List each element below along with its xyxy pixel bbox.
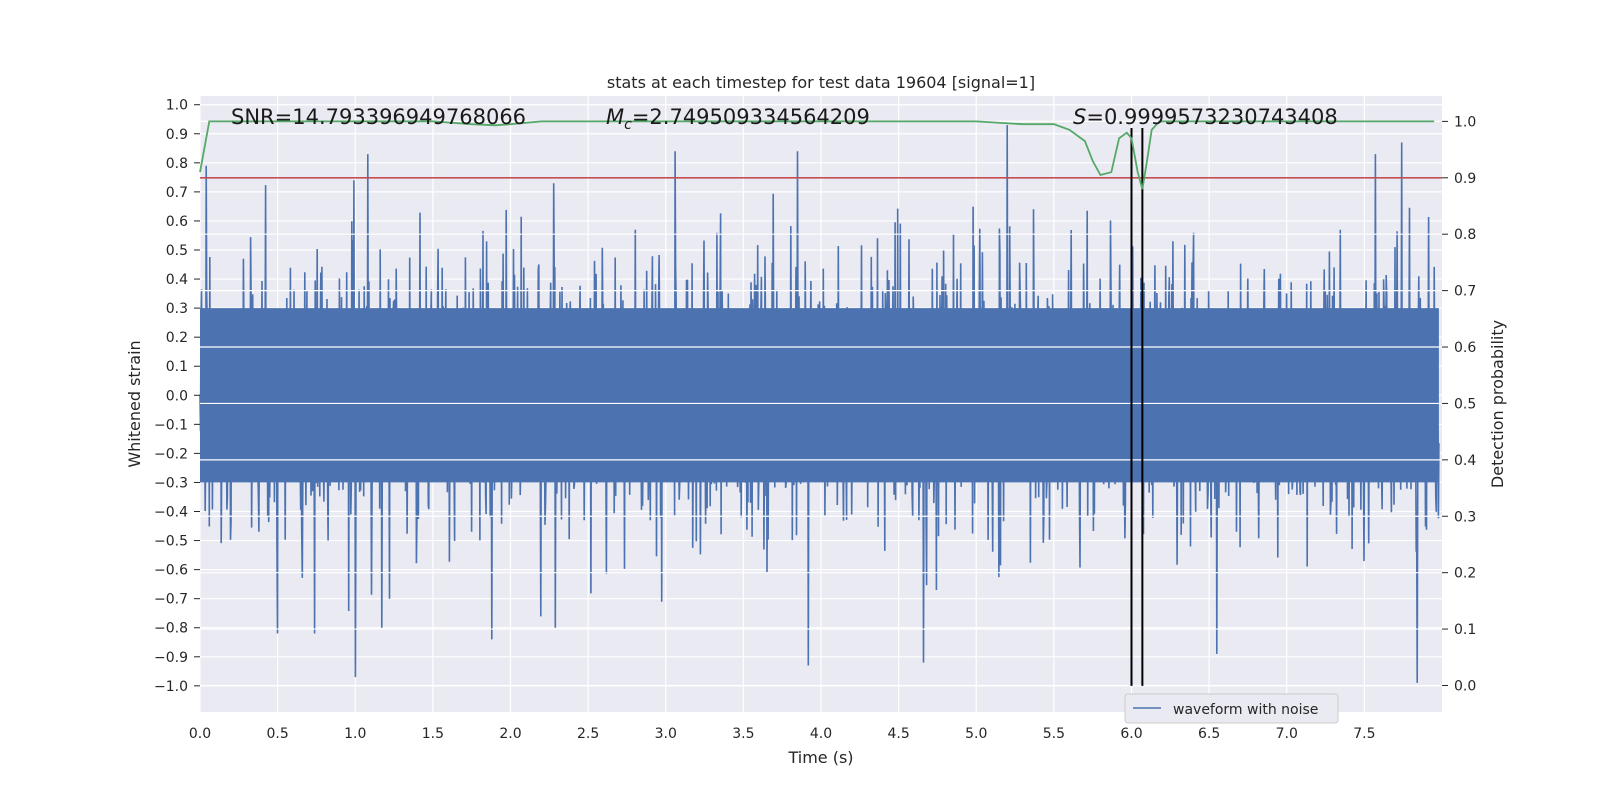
y-tick-label: −0.1 bbox=[154, 417, 188, 433]
x-tick-label: 4.5 bbox=[887, 726, 909, 742]
x-ticks: 0.0 0.5 1.0 1.5 2.0 2.5 3.0 3.5 4.0 4.5 5.0 5.5 6.0 6… bbox=[189, 726, 1376, 742]
y2-tick-label: 0.9 bbox=[1454, 171, 1476, 187]
y-tick-label: 0.2 bbox=[166, 330, 188, 346]
y-axis-label: Whitened strain bbox=[125, 340, 144, 467]
y-tick-label: −0.7 bbox=[154, 592, 188, 608]
y2-tick-label: 0.7 bbox=[1454, 284, 1476, 300]
y-tick-label: −0.2 bbox=[154, 446, 188, 462]
mc-annotation: Mc=2.749509334564209 bbox=[606, 105, 870, 133]
mc-subscript: c bbox=[624, 117, 632, 133]
y-tick-label: −0.8 bbox=[154, 621, 188, 637]
y2-tick-label: 0.4 bbox=[1454, 453, 1476, 469]
y2-tick-label: 0.5 bbox=[1454, 396, 1476, 412]
y-tick-label: −0.5 bbox=[154, 534, 188, 550]
x-tick-label: 0.5 bbox=[266, 726, 288, 742]
y2-ticks: 0.0 0.1 0.2 0.3 0.4 0.5 0.6 0.7 0.8 0.9 1.0 bbox=[1442, 114, 1476, 694]
x-tick-label: 5.0 bbox=[965, 726, 987, 742]
mc-value: =2.749509334564209 bbox=[632, 105, 870, 129]
x-tick-label: 7.0 bbox=[1276, 726, 1298, 742]
y2-tick-label: 0.6 bbox=[1454, 340, 1476, 356]
x-axis-label: Time (s) bbox=[787, 748, 853, 767]
y-tick-label: 1.0 bbox=[166, 98, 188, 114]
y2-axis-label: Detection probability bbox=[1488, 320, 1507, 488]
y-tick-label: −1.0 bbox=[154, 679, 188, 695]
x-tick-label: 2.5 bbox=[577, 726, 599, 742]
y2-tick-label: 0.8 bbox=[1454, 227, 1476, 243]
x-tick-label: 4.0 bbox=[810, 726, 832, 742]
y2-tick-label: 1.0 bbox=[1454, 114, 1476, 130]
y2-tick-label: 0.0 bbox=[1454, 678, 1476, 694]
y2-tick-label: 0.2 bbox=[1454, 566, 1476, 582]
snr-annotation: SNR=14.793396949768066 bbox=[231, 105, 526, 129]
x-tick-label: 6.5 bbox=[1198, 726, 1220, 742]
mc-symbol: M bbox=[606, 105, 624, 129]
y-tick-label: −0.4 bbox=[154, 505, 188, 521]
x-tick-label: 5.5 bbox=[1043, 726, 1065, 742]
x-tick-label: 7.5 bbox=[1353, 726, 1375, 742]
y-tick-label: 0.3 bbox=[166, 301, 188, 317]
x-tick-label: 6.0 bbox=[1120, 726, 1142, 742]
y-ticks: −1.0 −0.9 −0.8 −0.7 −0.6 −0.5 −0.4 −0.3 −0.2 −0.1… bbox=[154, 98, 200, 695]
y-tick-label: 0.9 bbox=[166, 127, 188, 143]
legend-label: waveform with noise bbox=[1173, 702, 1318, 718]
x-tick-label: 2.0 bbox=[499, 726, 521, 742]
y-tick-label: −0.6 bbox=[154, 563, 188, 579]
y-tick-label: 0.4 bbox=[166, 272, 188, 288]
y-tick-label: −0.9 bbox=[154, 650, 188, 666]
s-value: =0.9999573230743408 bbox=[1086, 105, 1337, 129]
y-tick-label: 0.6 bbox=[166, 214, 188, 230]
chart-title: stats at each timestep for test data 196… bbox=[607, 73, 1035, 92]
y2-tick-label: 0.3 bbox=[1454, 509, 1476, 525]
x-tick-label: 1.5 bbox=[422, 726, 444, 742]
y-tick-label: −0.3 bbox=[154, 475, 188, 491]
legend-box bbox=[1124, 693, 1339, 724]
x-tick-label: 1.0 bbox=[344, 726, 366, 742]
s-annotation: S=0.9999573230743408 bbox=[1073, 105, 1338, 129]
waveform-line bbox=[199, 125, 1440, 683]
y-tick-label: 0.1 bbox=[166, 359, 188, 375]
legend: waveform with noise bbox=[1124, 693, 1339, 724]
y-tick-label: 0.0 bbox=[166, 388, 188, 404]
x-tick-label: 3.0 bbox=[655, 726, 677, 742]
x-tick-label: 3.5 bbox=[732, 726, 754, 742]
x-tick-label: 0.0 bbox=[189, 726, 211, 742]
probability-line bbox=[199, 120, 1435, 190]
y-tick-label: 0.7 bbox=[166, 185, 188, 201]
s-symbol: S bbox=[1073, 105, 1086, 129]
overlay-series bbox=[199, 120, 1442, 686]
y-tick-label: 0.5 bbox=[166, 243, 188, 259]
y2-tick-label: 0.1 bbox=[1454, 622, 1476, 638]
waveform-series bbox=[199, 125, 1440, 683]
y-tick-label: 0.8 bbox=[166, 156, 188, 172]
